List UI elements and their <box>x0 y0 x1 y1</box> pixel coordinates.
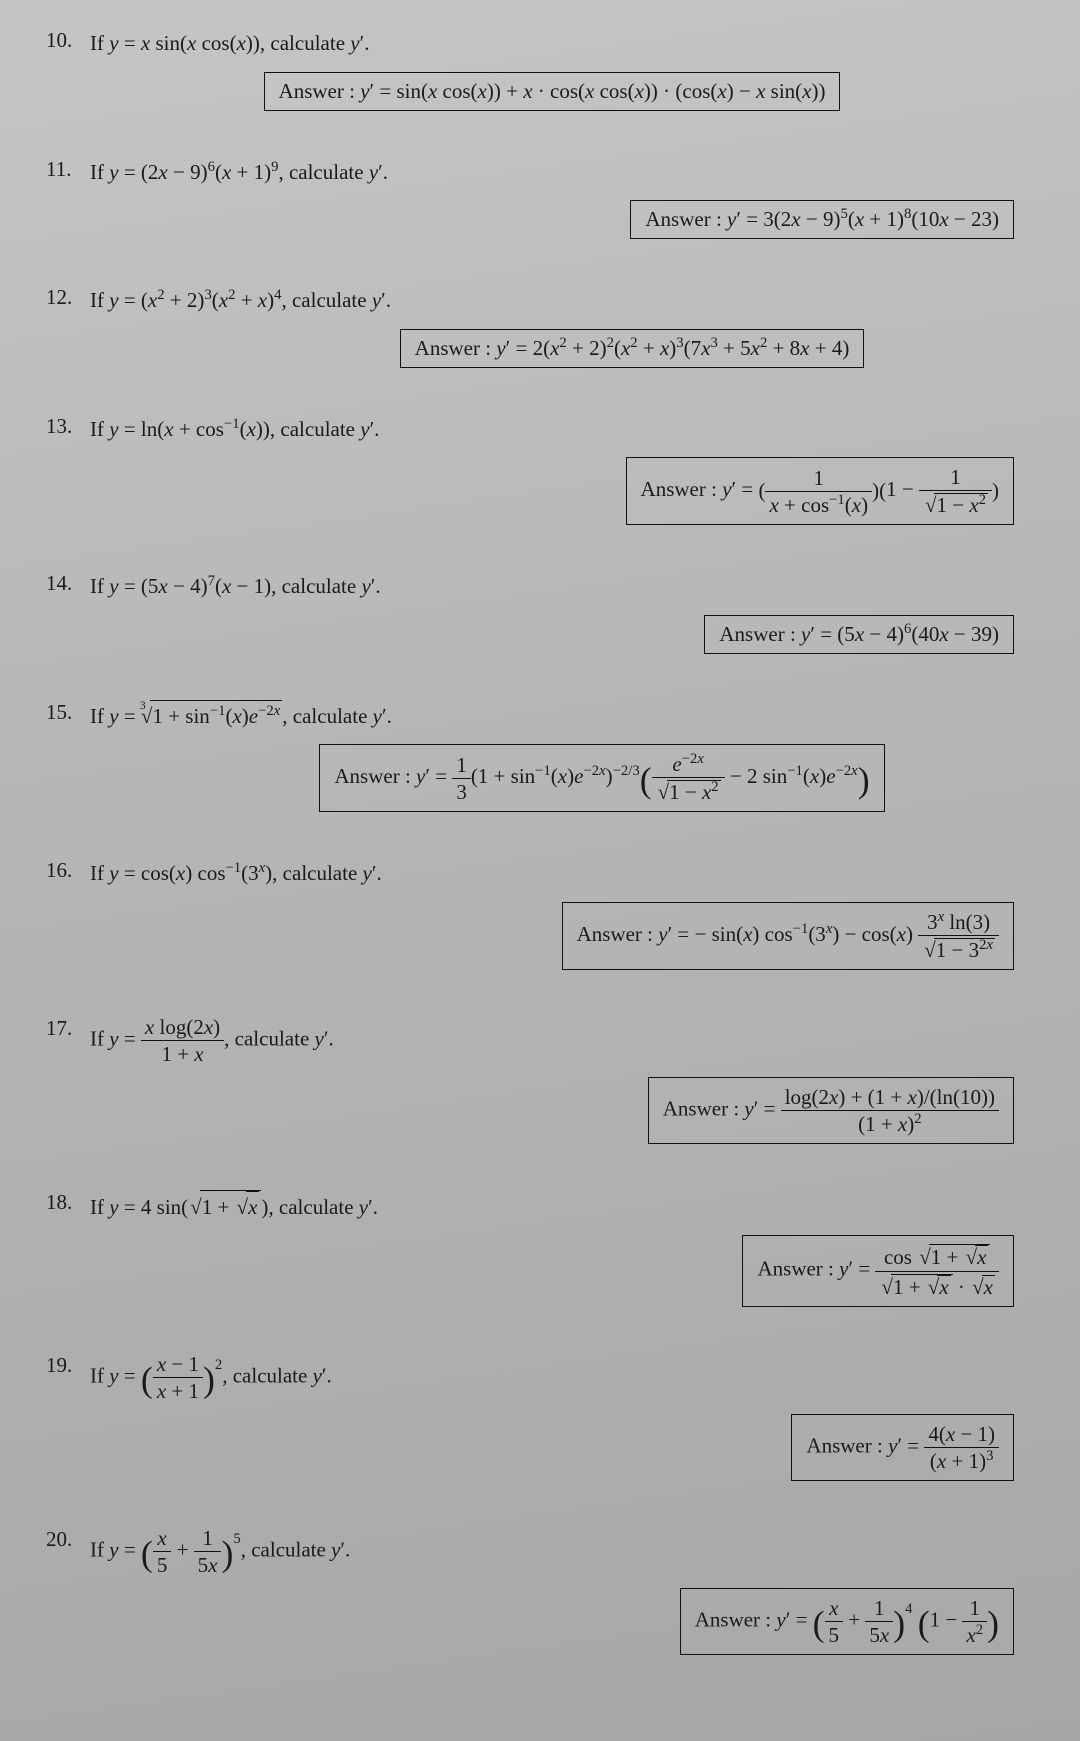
answer-box: Answer : y′ = (1x + cos−1(x))(1 − 11 − x… <box>626 457 1014 525</box>
problem-16: If y = cos(x) cos−1(3x), calculate y′. A… <box>90 858 1020 970</box>
answer-label: Answer : <box>279 79 355 103</box>
problem-18: If y = 4 sin(1 + x), calculate y′. Answe… <box>90 1190 1020 1307</box>
problem-10: If y = x sin(x cos(x)), calculate y′. An… <box>90 28 1020 111</box>
answer-box: Answer : y′ = − sin(x) cos−1(3x) − cos(x… <box>562 902 1014 970</box>
calc-word: calculate <box>270 31 345 55</box>
question-text: If y = (x − 1x + 1)2, calculate y′. <box>90 1353 1020 1402</box>
question-text: If y = 31 + sin−1(x)e−2x, calculate y′. <box>90 700 1020 733</box>
answer-box: Answer : y′ = cos 1 + x 1 + x · x <box>742 1235 1014 1306</box>
answer-row: Answer : y′ = − sin(x) cos−1(3x) − cos(x… <box>90 902 1020 970</box>
answer-box: Answer : y′ = 2(x2 + 2)2(x2 + x)3(7x3 + … <box>400 329 865 368</box>
question-text: If y = x log(2x)1 + x, calculate y′. <box>90 1016 1020 1065</box>
answer-box: Answer : y′ = (5x − 4)6(40x − 39) <box>704 615 1014 654</box>
answer-box: Answer : y′ = log(2x) + (1 + x)/(ln(10))… <box>648 1077 1014 1144</box>
question-text: If y = (5x − 4)7(x − 1), calculate y′. <box>90 571 1020 603</box>
page: If y = x sin(x cos(x)), calculate y′. An… <box>0 0 1080 1741</box>
problem-11: If y = (2x − 9)6(x + 1)9, calculate y′. … <box>90 157 1020 240</box>
problem-list: If y = x sin(x cos(x)), calculate y′. An… <box>90 28 1020 1655</box>
answer-row: Answer : y′ = 4(x − 1)(x + 1)3 <box>90 1414 1020 1481</box>
problem-17: If y = x log(2x)1 + x, calculate y′. Ans… <box>90 1016 1020 1144</box>
answer-box: Answer : y′ = 13(1 + sin−1(x)e−2x)−2/3(e… <box>319 744 884 812</box>
question-text: If y = (x5 + 15x)5, calculate y′. <box>90 1527 1020 1576</box>
answer-row: Answer : y′ = cos 1 + x 1 + x · x <box>90 1235 1020 1306</box>
question-text: If y = (x2 + 2)3(x2 + x)4, calculate y′. <box>90 285 1020 317</box>
answer-box: Answer : y′ = 4(x − 1)(x + 1)3 <box>791 1414 1014 1481</box>
question-text: If y = cos(x) cos−1(3x), calculate y′. <box>90 858 1020 890</box>
problem-20: If y = (x5 + 15x)5, calculate y′. Answer… <box>90 1527 1020 1655</box>
answer-row: Answer : y′ = (5x − 4)6(40x − 39) <box>90 615 1020 654</box>
question-text: If y = x sin(x cos(x)), calculate y′. <box>90 28 1020 60</box>
answer-box: Answer : y′ = (x5 + 15x)4 (1 − 1x2) <box>680 1588 1014 1655</box>
answer-row: Answer : y′ = (1x + cos−1(x))(1 − 11 − x… <box>90 457 1020 525</box>
answer-row: Answer : y′ = log(2x) + (1 + x)/(ln(10))… <box>90 1077 1020 1144</box>
answer-row: Answer : y′ = 3(2x − 9)5(x + 1)8(10x − 2… <box>90 200 1020 239</box>
answer-box: Answer : y′ = 3(2x − 9)5(x + 1)8(10x − 2… <box>630 200 1014 239</box>
answer-row: Answer : y′ = (x5 + 15x)4 (1 − 1x2) <box>90 1588 1020 1655</box>
question-text: If y = ln(x + cos−1(x)), calculate y′. <box>90 414 1020 446</box>
question-text: If y = 4 sin(1 + x), calculate y′. <box>90 1190 1020 1224</box>
question-text: If y = (2x − 9)6(x + 1)9, calculate y′. <box>90 157 1020 189</box>
answer-row: Answer : y′ = sin(x cos(x)) + x · cos(x … <box>90 72 1020 111</box>
problem-12: If y = (x2 + 2)3(x2 + x)4, calculate y′.… <box>90 285 1020 368</box>
answer-row: Answer : y′ = 2(x2 + 2)2(x2 + x)3(7x3 + … <box>90 329 1020 368</box>
answer-row: Answer : y′ = 13(1 + sin−1(x)e−2x)−2/3(e… <box>90 744 1020 812</box>
problem-13: If y = ln(x + cos−1(x)), calculate y′. A… <box>90 414 1020 526</box>
problem-19: If y = (x − 1x + 1)2, calculate y′. Answ… <box>90 1353 1020 1481</box>
problem-15: If y = 31 + sin−1(x)e−2x, calculate y′. … <box>90 700 1020 813</box>
problem-14: If y = (5x − 4)7(x − 1), calculate y′. A… <box>90 571 1020 654</box>
answer-box: Answer : y′ = sin(x cos(x)) + x · cos(x … <box>264 72 841 111</box>
